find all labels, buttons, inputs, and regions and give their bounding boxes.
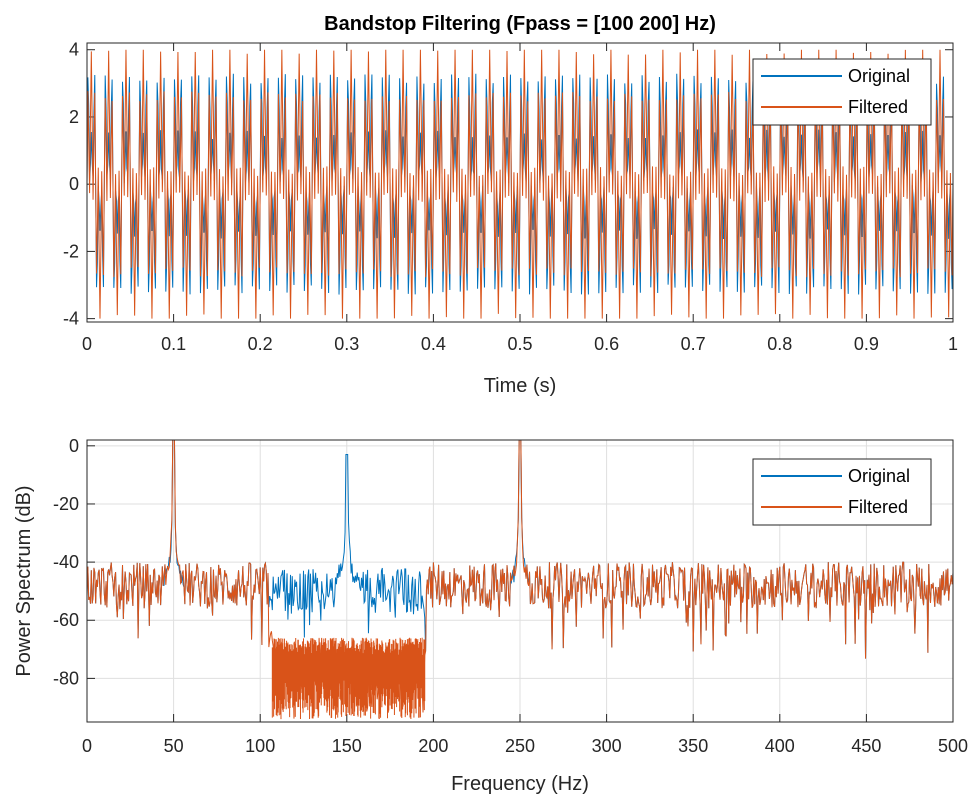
y-tick-label: -2 xyxy=(63,241,79,261)
x-tick-label: 0.2 xyxy=(248,334,273,354)
x-tick-label: 200 xyxy=(418,736,448,756)
x-tick-label: 1 xyxy=(948,334,958,354)
frequency-domain-chart: 0 50 100 150 200 250 300 350 400 450 500 -80 -60 -40… xyxy=(13,436,968,795)
series-lines xyxy=(87,440,953,720)
legend: Original Filtered xyxy=(752,458,932,526)
y-tick-label: -20 xyxy=(53,494,79,514)
y-tick-label: 0 xyxy=(69,436,79,456)
x-axis-label: Time (s) xyxy=(484,375,557,397)
y-tick-label: -80 xyxy=(53,668,79,688)
x-tick-label: 400 xyxy=(765,736,795,756)
y-tick-label: 4 xyxy=(69,40,79,60)
x-tick-label: 150 xyxy=(332,736,362,756)
legend-label-original: Original xyxy=(848,466,910,486)
legend: Original Filtered xyxy=(752,58,932,126)
x-tick-label: 450 xyxy=(851,736,881,756)
y-tick-label: -4 xyxy=(63,309,79,329)
x-tick-label: 300 xyxy=(592,736,622,756)
series-stopband-filtered xyxy=(271,637,426,720)
legend-box xyxy=(752,58,932,126)
x-tick-label: 250 xyxy=(505,736,535,756)
x-tick-label: 0.4 xyxy=(421,334,446,354)
plot-frame xyxy=(86,42,954,323)
x-tick-label: 50 xyxy=(164,736,184,756)
legend-label-original: Original xyxy=(848,66,910,86)
y-tick-label: 0 xyxy=(69,174,79,194)
y-ticks: -80 -60 -40 -20 0 xyxy=(53,436,95,688)
x-tick-label: 0.9 xyxy=(854,334,879,354)
y-axis-label: Power Spectrum (dB) xyxy=(13,485,35,676)
time-domain-chart: Bandstop Filtering (Fpass = [100 200] Hz… xyxy=(63,13,958,397)
y-ticks: -4 -2 0 2 4 xyxy=(63,40,953,329)
x-ticks: 0 50 100 150 200 250 300 350 400 450 500 xyxy=(82,714,968,756)
x-axis-label: Frequency (Hz) xyxy=(451,773,589,795)
series-lines xyxy=(87,49,953,319)
x-tick-label: 0.8 xyxy=(767,334,792,354)
y-tick-label: -60 xyxy=(53,610,79,630)
x-tick-label: 0.5 xyxy=(507,334,532,354)
x-tick-label: 500 xyxy=(938,736,968,756)
x-tick-label: 350 xyxy=(678,736,708,756)
x-tick-label: 0.3 xyxy=(334,334,359,354)
series-line-filtered xyxy=(87,440,953,719)
x-ticks: 0 0.1 0.2 0.3 0.4 0.5 0.6 0.7 0.8 0.9 1 xyxy=(82,43,958,354)
x-tick-label: 0 xyxy=(82,334,92,354)
y-tick-label: -40 xyxy=(53,552,79,572)
legend-box xyxy=(752,458,932,526)
series-line-filtered xyxy=(87,49,953,319)
legend-label-filtered: Filtered xyxy=(848,497,908,517)
x-tick-label: 0.6 xyxy=(594,334,619,354)
legend-label-filtered: Filtered xyxy=(848,97,908,117)
x-tick-label: 0.1 xyxy=(161,334,186,354)
chart-title: Bandstop Filtering (Fpass = [100 200] Hz… xyxy=(324,13,716,35)
x-tick-label: 100 xyxy=(245,736,275,756)
x-tick-label: 0.7 xyxy=(681,334,706,354)
y-tick-label: 2 xyxy=(69,107,79,127)
x-tick-label: 0 xyxy=(82,736,92,756)
plot-frame xyxy=(86,439,954,723)
